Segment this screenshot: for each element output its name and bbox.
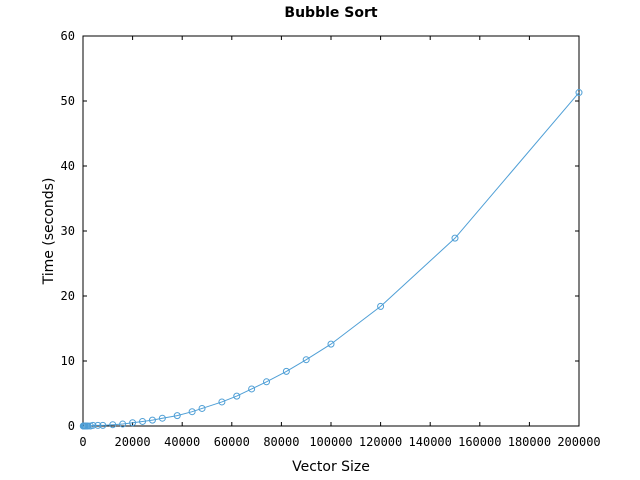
data-point: [198, 404, 206, 412]
x-tick-label: 40000: [164, 435, 200, 449]
x-tick-label: 20000: [115, 435, 151, 449]
data-point: [327, 340, 335, 348]
data-point: [233, 392, 241, 400]
data-point: [89, 421, 97, 429]
data-point: [451, 234, 459, 242]
y-axis-label: Time (seconds): [41, 178, 57, 286]
data-point: [84, 422, 92, 430]
y-tick-label: 20: [61, 289, 75, 303]
data-point: [158, 414, 166, 422]
series-line: [83, 92, 580, 427]
plot-area-frame: [82, 35, 580, 427]
series-layer: [79, 89, 583, 430]
data-point: [148, 416, 156, 424]
y-tick-label: 60: [61, 29, 75, 43]
x-tick-label: 60000: [214, 435, 250, 449]
x-tick-label: 180000: [508, 435, 551, 449]
y-tick-label: 40: [61, 159, 75, 173]
data-point: [248, 385, 256, 393]
x-axis-label: Vector Size: [292, 459, 370, 475]
data-point: [302, 356, 310, 364]
data-point: [377, 302, 385, 310]
x-tick-label: 80000: [263, 435, 299, 449]
data-point: [263, 378, 271, 386]
chart-title: Bubble Sort: [284, 5, 377, 21]
y-tick-label: 10: [61, 354, 75, 368]
data-point: [129, 419, 137, 427]
x-tick-label: 100000: [309, 435, 352, 449]
data-point: [139, 417, 147, 425]
y-tick-label: 50: [61, 94, 75, 108]
data-point: [282, 367, 290, 375]
data-point: [173, 412, 181, 420]
data-point: [99, 421, 107, 429]
y-tick-label: 0: [68, 419, 75, 433]
y-axis-ticks: 0 10 20 30 40 50 60: [61, 29, 579, 433]
data-point: [94, 421, 102, 429]
data-point: [218, 398, 226, 406]
data-point: [188, 408, 196, 416]
x-tick-label: 160000: [458, 435, 501, 449]
data-point: [119, 420, 127, 428]
x-axis-ticks: 0 20000 40000 60000 80000 100000 120000 140000 1…: [79, 36, 601, 449]
data-point: [575, 89, 583, 97]
x-tick-label: 0: [79, 435, 86, 449]
data-point: [109, 421, 117, 429]
x-tick-label: 200000: [557, 435, 600, 449]
x-tick-label: 120000: [359, 435, 402, 449]
y-tick-label: 30: [61, 224, 75, 238]
x-tick-label: 140000: [409, 435, 452, 449]
